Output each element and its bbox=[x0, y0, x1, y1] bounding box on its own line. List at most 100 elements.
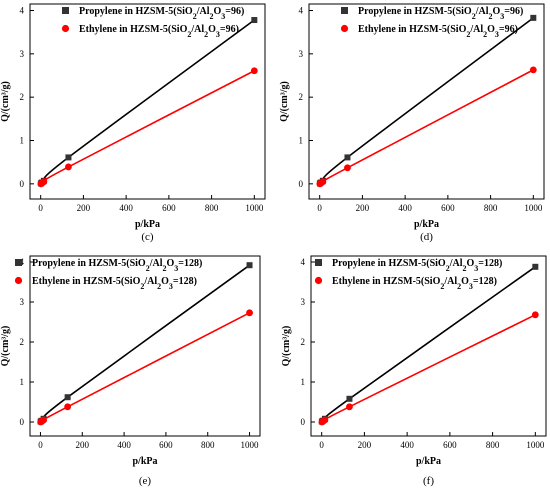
x-tick-label: 1000 bbox=[526, 440, 545, 450]
x-tick-label: 600 bbox=[443, 440, 457, 450]
series-line-propylene bbox=[321, 266, 536, 423]
data-point-ethylene bbox=[531, 311, 539, 319]
y-tick-label: 3 bbox=[20, 49, 25, 59]
legend-marker-ethylene bbox=[340, 24, 349, 33]
series-line-ethylene bbox=[321, 314, 536, 423]
plot-frame bbox=[308, 3, 545, 200]
legend-marker-ethylene bbox=[14, 276, 23, 285]
y-tick-label: 4 bbox=[299, 6, 304, 16]
y-tick-label: 0 bbox=[20, 179, 25, 189]
y-tick-label: 0 bbox=[20, 417, 25, 427]
data-point-ethylene bbox=[40, 178, 48, 186]
series-line-propylene bbox=[40, 19, 255, 184]
y-axis-label: Q/(cm³/g) bbox=[281, 326, 292, 367]
y-tick-label: 1 bbox=[299, 136, 304, 146]
y-tick-label: 0 bbox=[299, 179, 304, 189]
data-point-propylene bbox=[65, 154, 72, 161]
y-axis-label: Q/(cm³/g) bbox=[0, 81, 11, 122]
y-tick-label: 2 bbox=[20, 337, 25, 347]
x-tick-label: 1000 bbox=[245, 203, 264, 213]
legend-label-propylene: Propylene in HZSM-5(SiO2/Al2O3=96) bbox=[358, 6, 523, 21]
data-point-ethylene bbox=[65, 163, 72, 171]
y-tick-label: 1 bbox=[301, 377, 306, 387]
panel-label: (e) bbox=[139, 475, 152, 487]
plot-frame bbox=[29, 255, 261, 437]
series-line-propylene bbox=[319, 17, 534, 184]
data-point-propylene bbox=[64, 394, 71, 401]
x-tick-label: 400 bbox=[119, 203, 133, 213]
x-tick-label: 800 bbox=[205, 203, 219, 213]
x-tick-label: 800 bbox=[201, 440, 215, 450]
series-line-ethylene bbox=[40, 312, 250, 423]
x-tick-label: 200 bbox=[77, 203, 91, 213]
data-point-propylene bbox=[344, 154, 351, 161]
legend-marker-ethylene bbox=[61, 24, 70, 33]
data-point-ethylene bbox=[529, 66, 537, 74]
y-tick-label: 4 bbox=[20, 6, 25, 16]
legend-marker-propylene bbox=[62, 7, 69, 14]
legend-marker-propylene bbox=[15, 259, 22, 266]
data-point-ethylene bbox=[64, 403, 72, 411]
legend-label-ethylene: Ethylene in HZSM-5(SiO2/Al2O3=96) bbox=[79, 24, 239, 39]
series-line-ethylene bbox=[40, 70, 255, 185]
y-tick-label: 1 bbox=[20, 136, 25, 146]
chart-panel-3: 0200400600800100001234p/kPaQ/(cm³/g)Prop… bbox=[0, 255, 261, 487]
legend-marker-propylene bbox=[315, 259, 322, 266]
legend-label-ethylene: Ethylene in HZSM-5(SiO2/Al2O3=128) bbox=[332, 276, 497, 291]
x-axis-label: p/kPa bbox=[132, 456, 157, 467]
y-tick-label: 3 bbox=[20, 297, 25, 307]
x-tick-label: 0 bbox=[317, 203, 322, 213]
x-tick-label: 1000 bbox=[241, 440, 260, 450]
y-tick-label: 0 bbox=[301, 417, 306, 427]
chart-panel-1: 0 200 400 600 800 1000 0 1 2 3 4 p/kPa Q/(cm³/g) Prop… bbox=[0, 3, 266, 243]
y-axis-label: Q/(cm³/g) bbox=[279, 81, 290, 122]
series-line-ethylene bbox=[319, 69, 534, 185]
x-axis-label: p/kPa bbox=[135, 219, 160, 230]
x-axis-label: p/kPa bbox=[416, 456, 441, 467]
y-tick-label: 3 bbox=[301, 297, 306, 307]
x-tick-label: 400 bbox=[117, 440, 131, 450]
series-line-propylene bbox=[40, 264, 251, 423]
data-point-ethylene bbox=[40, 416, 47, 424]
legend-label-propylene: Propylene in HZSM-5(SiO2/Al2O3=128) bbox=[32, 258, 202, 273]
legend-label-ethylene: Ethylene in HZSM-5(SiO2/Al2O3=96) bbox=[358, 24, 518, 39]
x-tick-label: 600 bbox=[441, 203, 455, 213]
data-point-ethylene bbox=[346, 403, 353, 411]
x-tick-label: 600 bbox=[159, 440, 173, 450]
data-point-propylene bbox=[251, 17, 258, 24]
data-point-ethylene bbox=[321, 416, 329, 424]
x-tick-label: 800 bbox=[486, 440, 500, 450]
chart-panel-2: 0 200 400 600 800 1000 0 1 2 3 4 p/kPa Q/(cm³/g) Prop… bbox=[279, 3, 545, 243]
plot-frame bbox=[29, 3, 266, 200]
data-point-ethylene bbox=[319, 178, 327, 186]
x-tick-label: 600 bbox=[162, 203, 176, 213]
x-tick-label: 1000 bbox=[524, 203, 543, 213]
y-tick-label: 3 bbox=[299, 49, 304, 59]
y-tick-label: 2 bbox=[20, 92, 25, 102]
panel-label: (d) bbox=[420, 231, 433, 243]
data-point-ethylene bbox=[250, 67, 258, 75]
y-axis-label: Q/(cm³/g) bbox=[0, 326, 11, 367]
y-tick-label: 2 bbox=[299, 92, 304, 102]
x-axis-label: p/kPa bbox=[414, 219, 439, 230]
x-tick-label: 0 bbox=[319, 440, 324, 450]
legend-label-propylene: Propylene in HZSM-5(SiO2/Al2O3=96) bbox=[79, 6, 244, 21]
panel-label: (c) bbox=[141, 231, 154, 243]
plot-frame bbox=[310, 255, 547, 437]
legend-label-ethylene: Ethylene in HZSM-5(SiO2/Al2O3=128) bbox=[32, 276, 197, 291]
legend-label-propylene: Propylene in HZSM-5(SiO2/Al2O3=128) bbox=[332, 258, 502, 273]
data-point-ethylene bbox=[344, 164, 351, 172]
x-tick-label: 200 bbox=[76, 440, 90, 450]
x-tick-label: 0 bbox=[38, 440, 43, 450]
y-tick-label: 4 bbox=[301, 257, 306, 267]
x-tick-label: 400 bbox=[398, 203, 412, 213]
x-tick-label: 200 bbox=[358, 440, 372, 450]
legend-marker-propylene bbox=[341, 7, 348, 14]
data-point-propylene bbox=[532, 263, 539, 270]
panel-label: (f) bbox=[423, 475, 434, 487]
legend-marker-ethylene bbox=[314, 276, 323, 285]
x-tick-label: 400 bbox=[400, 440, 414, 450]
y-tick-label: 2 bbox=[301, 337, 306, 347]
chart-panel-4: 0 200 400 600 800 1000 0 1 2 3 4 p/kPa Q/(cm³/g) Prop… bbox=[281, 255, 547, 487]
